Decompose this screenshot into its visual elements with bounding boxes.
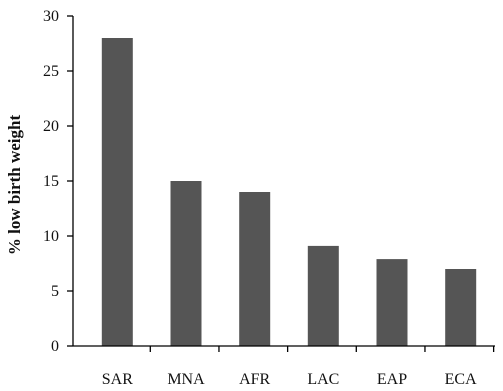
y-tick-label: 10: [43, 228, 59, 245]
bar-eap: [376, 259, 408, 346]
x-tick-label-lac: LAC: [307, 371, 339, 388]
x-tick-label-afr: AFR: [239, 371, 270, 388]
bar-mna: [170, 181, 202, 346]
bars-group: [101, 38, 477, 346]
y-tick-label: 30: [43, 8, 59, 25]
axes-group: [72, 16, 495, 347]
y-ticks-group: 0 5 10 15 20 25 30: [43, 8, 73, 355]
bar-afr: [239, 192, 271, 346]
bar-eca: [445, 269, 477, 346]
y-tick-label: 15: [43, 173, 59, 190]
x-ticks-group: SAR MNA AFR LAC EAP ECA: [102, 346, 495, 388]
y-tick-label: 0: [51, 338, 59, 355]
y-axis-title: % low birth weight: [5, 115, 24, 256]
x-tick-label-eca: ECA: [445, 371, 477, 388]
x-tick-label-mna: MNA: [167, 371, 205, 388]
x-tick-label-eap: EAP: [377, 371, 407, 388]
x-tick-label-sar: SAR: [102, 371, 133, 388]
bar-lac: [307, 245, 339, 346]
y-tick-label: 25: [43, 63, 59, 80]
y-tick-label: 5: [51, 283, 59, 300]
bar-sar: [101, 38, 133, 346]
y-tick-label: 20: [43, 118, 59, 135]
